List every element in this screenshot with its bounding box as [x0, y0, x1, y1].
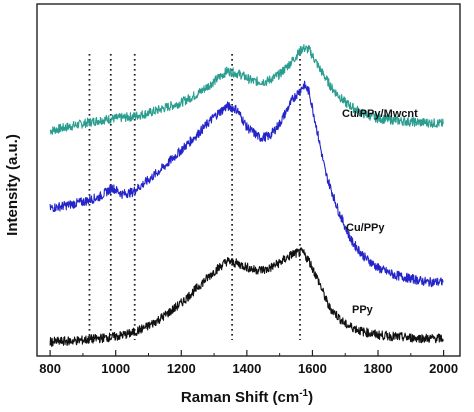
x-tick-label-1600: 1600: [298, 361, 327, 376]
series-label-ppy: PPy: [352, 304, 374, 316]
series-label-cu-ppy: Cu/PPy: [346, 222, 385, 234]
x-axis-title: Raman Shift (cm-1): [181, 388, 313, 406]
x-tick-label-800: 800: [39, 361, 61, 376]
series-labels: Cu/PPy/Mwcnt Cu/PPy PPy: [342, 108, 418, 316]
x-tick-label-1000: 1000: [101, 361, 130, 376]
y-axis-title: Intensity (a.u.): [4, 134, 21, 236]
x-axis-title-main: Raman Shift (cm: [181, 389, 299, 406]
x-tick-label-1200: 1200: [167, 361, 196, 376]
x-tick-label-1400: 1400: [232, 361, 261, 376]
series-label-cu-ppy-mwcnt: Cu/PPy/Mwcnt: [342, 108, 418, 120]
series-line-1: [49, 80, 444, 288]
series-lines: [49, 43, 444, 347]
plot-area-border: [36, 3, 461, 357]
series-line-2: [49, 247, 444, 347]
x-axis-title-suffix: ): [308, 389, 313, 406]
x-tick-label-2000: 2000: [429, 361, 458, 376]
x-tick-label-1800: 1800: [364, 361, 393, 376]
x-axis-ticks: 800 1000 1200 1400 1600 1800 2000: [39, 350, 458, 376]
series-line-0: [49, 43, 444, 135]
plot-frame: [36, 3, 461, 357]
x-axis-title-superscript: -1: [299, 388, 308, 399]
